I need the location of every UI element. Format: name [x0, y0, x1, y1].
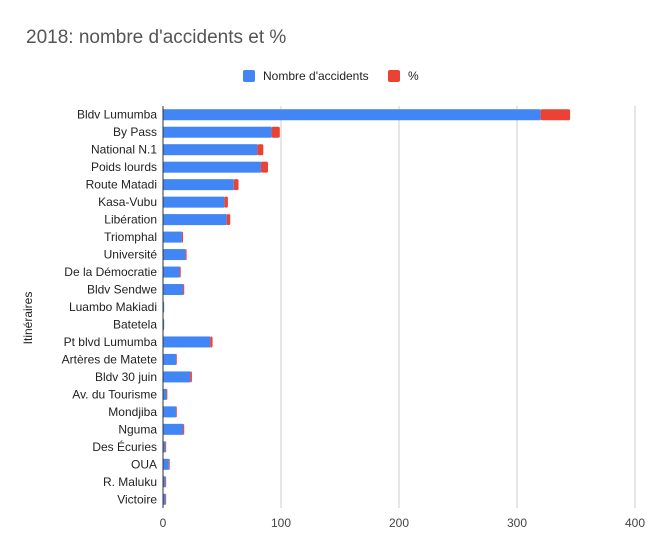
category-label: Bldv Sendwe [87, 283, 157, 297]
bar-accidents [163, 196, 225, 208]
bar-percent [257, 144, 264, 156]
bar-accidents [163, 109, 541, 121]
category-label: Mondjiba [108, 405, 157, 419]
bar-percent [183, 423, 185, 435]
bar-accidents [163, 179, 234, 191]
bar-percent [260, 161, 269, 173]
category-label: OUA [131, 457, 157, 471]
bar-percent [183, 284, 185, 296]
chart-title: 2018: nombre d'accidents et % [26, 27, 287, 48]
bar-accidents [163, 161, 261, 173]
category-label: Poids lourds [91, 160, 157, 174]
category-label: Triomphal [104, 230, 157, 244]
category-label: Université [104, 248, 158, 262]
bar-percent [271, 126, 280, 138]
category-label: Des Écuries [92, 439, 157, 454]
bar-percent [165, 476, 167, 488]
category-label: Bldv 30 juin [95, 370, 157, 384]
bar-percent [166, 388, 168, 400]
legend-item-accidents[interactable]: Nombre d'accidents [243, 69, 369, 83]
bar-percent [540, 109, 571, 121]
bar-accidents [163, 126, 272, 138]
x-tick-label: 200 [389, 516, 409, 530]
bar-percent [179, 266, 181, 278]
legend-item-percent[interactable]: % [388, 69, 419, 83]
bar-accidents [163, 371, 191, 383]
x-tick-label: 100 [271, 516, 291, 530]
bar-accidents [163, 214, 227, 226]
bar-percent [165, 441, 167, 453]
bar-percent [168, 458, 170, 470]
x-tick-label: 400 [625, 516, 645, 530]
bar-accidents [163, 476, 166, 488]
bar-accidents [163, 353, 176, 365]
bar-accidents [163, 493, 166, 505]
bar-percent [185, 249, 187, 261]
bar-accidents [163, 266, 180, 278]
category-label: De la Démocratie [64, 265, 157, 279]
bar-accidents [163, 441, 166, 453]
bar-percent [175, 406, 177, 418]
category-label: R. Maluku [103, 475, 157, 489]
bar-accidents [163, 284, 184, 296]
category-label: National N.1 [91, 143, 157, 157]
bar-accidents [163, 406, 176, 418]
bar-accidents [163, 423, 184, 435]
legend-swatch-percent [388, 70, 400, 82]
category-label: Luambo Makiadi [69, 300, 157, 314]
category-label: Nguma [118, 422, 157, 436]
category-label: Victoire [117, 492, 157, 506]
bar-accidents [163, 231, 182, 243]
bar-percent [190, 371, 192, 383]
bar-percent [226, 214, 231, 226]
category-label: Route Matadi [86, 178, 157, 192]
bar-accidents [163, 458, 169, 470]
bar-percent [210, 336, 213, 348]
bar-percent [165, 493, 167, 505]
x-tick-label: 300 [507, 516, 527, 530]
legend-label-accidents: Nombre d'accidents [263, 69, 369, 83]
bar-percent [233, 179, 239, 191]
category-label: Kasa-Vubu [98, 195, 157, 209]
category-label: Bldv Lumumba [77, 108, 157, 122]
category-label: By Pass [113, 125, 157, 139]
legend-swatch-accidents [243, 70, 255, 82]
category-label: Batetela [113, 317, 157, 331]
bar-accidents [163, 144, 258, 156]
bar-accidents [163, 336, 211, 348]
category-label: Av. du Tourisme [72, 387, 157, 401]
category-label: Artères de Matete [62, 352, 158, 366]
bar-percent [175, 353, 177, 365]
x-tick-label: 0 [160, 516, 167, 530]
bar-accidents [163, 388, 167, 400]
bar-percent [224, 196, 228, 208]
legend-label-percent: % [408, 69, 419, 83]
category-label: Pt blvd Lumumba [64, 335, 158, 349]
bar-percent [181, 231, 184, 243]
bar-accidents [163, 249, 186, 261]
category-label: Libération [104, 213, 157, 227]
legend: Nombre d'accidents % [0, 69, 662, 85]
